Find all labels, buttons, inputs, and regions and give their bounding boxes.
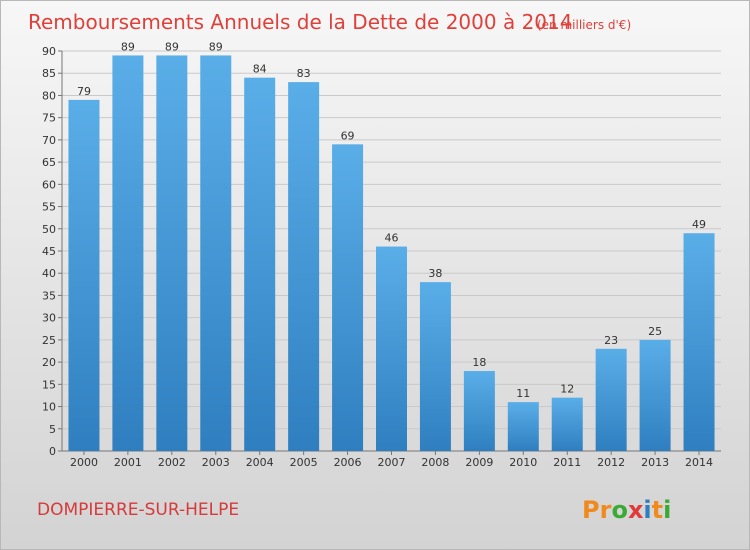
bar-2011 [551,397,583,451]
logo-letter: x [628,496,644,524]
y-tick-label: 40 [42,267,56,280]
value-label-2013: 25 [648,325,662,338]
y-tick-label: 0 [49,445,56,458]
y-tick-label: 55 [42,201,56,214]
x-tick-label-2008: 2008 [421,456,449,469]
bar-2014 [683,233,715,451]
bar-layer [68,55,715,452]
y-tick-label: 20 [42,356,56,369]
logo-letter: r [600,496,612,524]
x-tick-label-2000: 2000 [70,456,98,469]
label-layer: 79 89 89 89 84 83 69 46 38 18 11 12 23 25 49 [77,40,706,400]
value-label-2011: 12 [560,383,574,396]
y-tick-label: 65 [42,156,56,169]
value-label-2002: 89 [165,40,179,53]
x-tick-label-2002: 2002 [158,456,186,469]
bar-2013 [639,339,671,451]
x-tick-label-2013: 2013 [641,456,669,469]
value-label-2012: 23 [604,334,618,347]
bar-2008 [419,282,451,451]
y-tick-label: 25 [42,334,56,347]
x-tick-label-2006: 2006 [334,456,362,469]
x-tick-label-2009: 2009 [465,456,493,469]
y-tick-label: 60 [42,178,56,191]
y-tick-label: 15 [42,378,56,391]
chart-subtitle: (en milliers d'€) [537,18,631,32]
y-tick-label: 30 [42,312,56,325]
bar-2001 [112,55,144,451]
value-label-2009: 18 [472,356,486,369]
value-label-2008: 38 [428,267,442,280]
y-tick-label: 90 [42,45,56,58]
value-label-2005: 83 [297,67,311,80]
bar-2010 [507,402,539,451]
value-label-2000: 79 [77,85,91,98]
x-tick-label-2014: 2014 [685,456,713,469]
y-tick-label: 75 [42,112,56,125]
x-tick-label-2010: 2010 [509,456,537,469]
bar-2002 [156,55,188,451]
x-tick-label-2001: 2001 [114,456,142,469]
logo-letter: o [611,496,628,524]
value-label-2004: 84 [253,63,267,76]
x-tick-label-2003: 2003 [202,456,230,469]
y-tick-label: 5 [49,423,56,436]
y-tick-label: 70 [42,134,56,147]
y-tick-label: 80 [42,89,56,102]
y-tick-label: 50 [42,223,56,236]
value-label-2010: 11 [516,387,530,400]
value-label-2006: 69 [341,129,355,142]
x-tick-label-2004: 2004 [246,456,274,469]
x-tick-label-2005: 2005 [290,456,318,469]
logo-letter: i [643,496,651,524]
bar-2009 [463,371,495,451]
proxiti-logo: Proxiti [582,496,671,524]
bar-2000 [68,99,100,451]
logo-letter: i [663,496,671,524]
y-tick-label: 10 [42,401,56,414]
y-tick-label: 45 [42,245,56,258]
bar-2006 [332,144,364,452]
bar-2007 [376,246,407,451]
x-tick-label-2012: 2012 [597,456,625,469]
commune-name: DOMPIERRE-SUR-HELPE [37,500,239,520]
logo-letter: t [652,496,663,524]
value-label-2003: 89 [209,40,223,53]
logo-letter: P [582,496,600,524]
y-tick-label: 35 [42,289,56,302]
bar-2012 [595,348,627,451]
bar-2005 [288,82,320,451]
y-tick-label: 85 [42,67,56,80]
x-tick-label-2011: 2011 [553,456,581,469]
value-label-2014: 49 [692,218,706,231]
value-label-2001: 89 [121,40,135,53]
bar-2003 [200,55,232,451]
x-tick-label-2007: 2007 [378,456,406,469]
value-label-2007: 46 [385,232,399,245]
chart-title: Remboursements Annuels de la Dette de 20… [28,10,572,34]
bar-2004 [244,77,276,452]
